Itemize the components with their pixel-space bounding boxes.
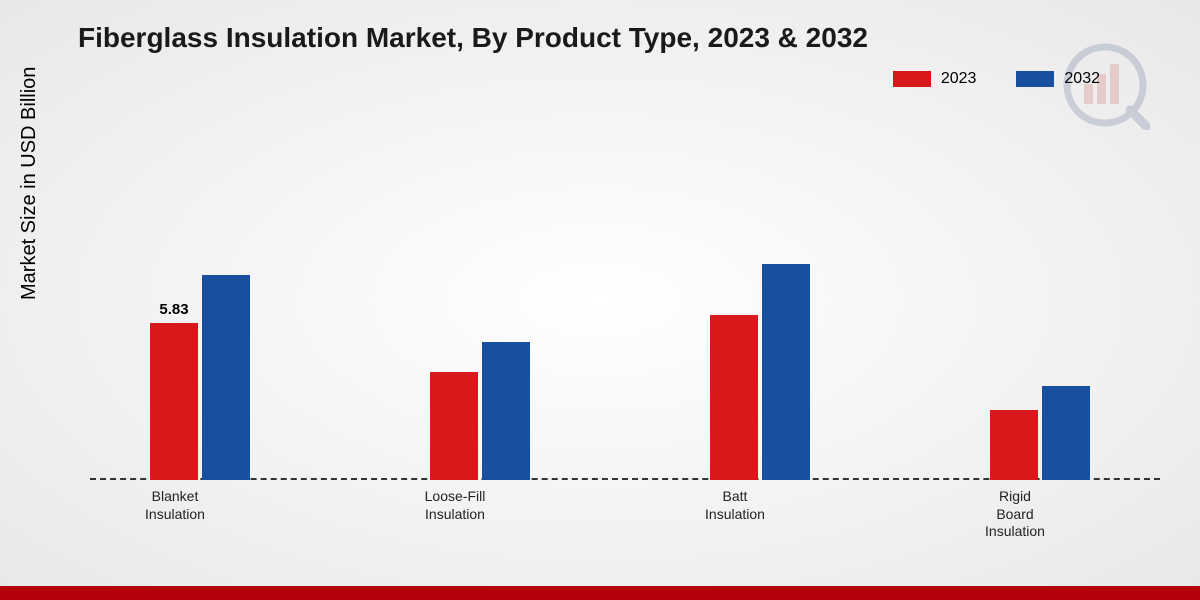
legend-swatch-2032: [1016, 71, 1054, 87]
category-label: Blanket Insulation: [110, 488, 240, 523]
bar-2023: 5.83: [150, 323, 198, 480]
bar-2032: [482, 342, 530, 480]
bar-2032: [202, 275, 250, 480]
legend-label-2023: 2023: [941, 70, 977, 88]
footer-bar: [0, 586, 1200, 600]
bar-group: [430, 342, 530, 480]
category-label: Rigid Board Insulation: [950, 488, 1080, 541]
category-label: Batt Insulation: [670, 488, 800, 523]
legend: 2023 2032: [893, 70, 1100, 88]
legend-item-2023: 2023: [893, 70, 977, 88]
bar-chart: 5.83: [90, 120, 1160, 480]
bar-2032: [1042, 386, 1090, 481]
y-axis-label: Market Size in USD Billion: [18, 67, 41, 300]
chart-title: Fiberglass Insulation Market, By Product…: [78, 22, 868, 54]
bar-2032: [762, 264, 810, 480]
bar-group: [710, 264, 810, 480]
legend-item-2032: 2032: [1016, 70, 1100, 88]
bar-group: 5.83: [150, 275, 250, 480]
bar-2023: [990, 410, 1038, 480]
bar-value-label: 5.83: [159, 301, 188, 318]
legend-swatch-2023: [893, 71, 931, 87]
legend-label-2032: 2032: [1064, 70, 1100, 88]
category-label: Loose-Fill Insulation: [390, 488, 520, 523]
bar-2023: [430, 372, 478, 480]
bar-2023: [710, 315, 758, 480]
bar-group: [990, 386, 1090, 481]
